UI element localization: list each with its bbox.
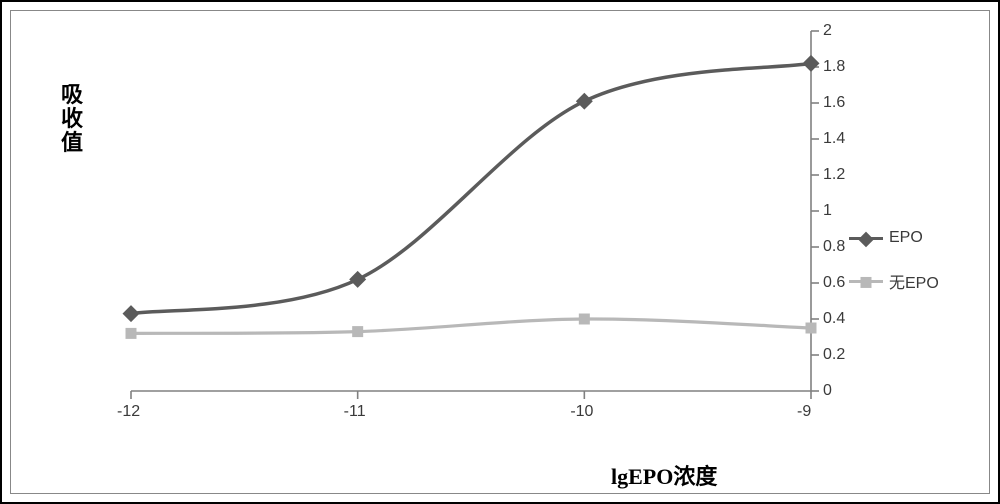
outer-frame: 吸收值 lgEPO浓度 EPO 无EPO -12 -11 -10 -9 0 0.2 0.4 0.…: [0, 0, 1000, 504]
x-tick-label: -11: [344, 403, 366, 421]
chart-panel: 吸收值 lgEPO浓度 EPO 无EPO -12 -11 -10 -9 0 0.2 0.4 0.…: [10, 10, 990, 494]
series-line: [131, 319, 811, 333]
y-tick-label: 2: [823, 22, 832, 40]
series-marker: [126, 328, 137, 339]
y-tick-label: 0: [823, 382, 832, 400]
series-marker: [123, 305, 140, 322]
y-tick-label: 1.6: [823, 94, 845, 112]
x-tick-label: -12: [117, 403, 140, 421]
series-marker: [803, 55, 820, 72]
legend-label: EPO: [889, 229, 923, 247]
series-line: [131, 63, 811, 313]
y-tick-label: 1: [823, 202, 832, 220]
y-tick-label: 1.2: [823, 166, 845, 184]
y-tick-label: 1.8: [823, 58, 845, 76]
legend: EPO 无EPO: [849, 229, 939, 315]
legend-item: EPO: [849, 229, 939, 247]
y-tick-label: 0.2: [823, 346, 845, 364]
x-tick-label: -10: [570, 403, 593, 421]
y-axis-label: 吸收值: [61, 83, 83, 156]
legend-label: 无EPO: [889, 269, 939, 293]
y-tick-label: 0.6: [823, 274, 845, 292]
x-axis-label: lgEPO浓度: [611, 459, 717, 491]
x-tick-label: -9: [797, 403, 811, 421]
series-marker: [579, 314, 590, 325]
y-tick-label: 0.8: [823, 238, 845, 256]
series-marker: [349, 271, 366, 288]
legend-item: 无EPO: [849, 269, 939, 293]
y-tick-label: 0.4: [823, 310, 845, 328]
series-marker: [352, 326, 363, 337]
series-marker: [806, 323, 817, 334]
y-tick-label: 1.4: [823, 130, 845, 148]
series-marker: [576, 93, 593, 110]
